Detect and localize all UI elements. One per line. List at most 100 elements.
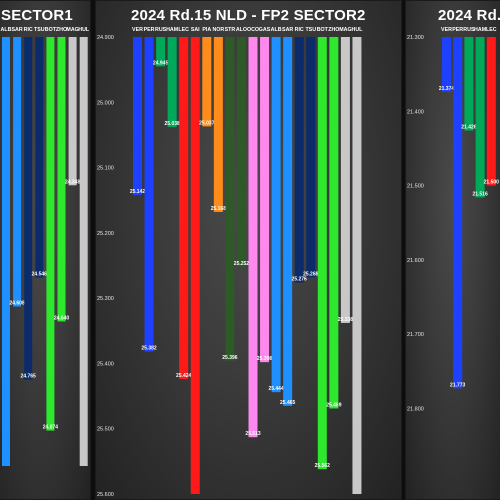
category-label-bot: BOT: [317, 27, 329, 33]
bar-ham: [167, 37, 177, 128]
data-label-tsu: 24.546: [32, 272, 48, 278]
bar-hul: [352, 37, 362, 494]
category-label-ric: RIC: [295, 27, 304, 33]
data-label-mag: 25.338: [338, 317, 354, 323]
data-label-alb: 25.444: [268, 386, 284, 392]
bar-lec: [486, 37, 496, 186]
data-label-lec: 25.424: [176, 373, 192, 379]
category-label-alb: ALB: [1, 27, 12, 33]
category-label-tsu: TSU: [34, 27, 45, 33]
y-tick-label: 21.800: [407, 406, 424, 412]
panel-title: 2024 Rd.15 NLD - FP2 SECTOR2: [131, 7, 366, 24]
sector1-panel: SECTOR1 ALB SAR 24.608 RIC 24.765 TSU 24.546 BO…: [0, 0, 91, 500]
y-tick-label: 21.500: [407, 184, 424, 190]
y-tick-label: 25.100: [97, 166, 114, 172]
data-label-per: 25.382: [141, 346, 157, 352]
data-label-lec: 21.500: [484, 180, 500, 186]
category-label-sai: SAI: [191, 27, 200, 33]
category-label-mag: MAG: [339, 27, 351, 33]
data-label-ric: 24.765: [21, 374, 37, 380]
data-label-ham: 21.516: [472, 191, 488, 197]
bar-mag: [340, 37, 350, 323]
bar-ric: [24, 37, 33, 380]
data-label-zho: 25.469: [326, 402, 342, 408]
bar-sar: [283, 37, 293, 406]
panel-title: SECTOR1: [1, 7, 73, 24]
data-label-str: 25.396: [222, 355, 238, 361]
bar-str: [225, 37, 235, 361]
data-label-tsu: 25.268: [303, 271, 319, 277]
category-label-per: PER: [452, 27, 463, 33]
bar-alb: [271, 37, 281, 393]
category-label-oco: OCO: [247, 27, 259, 33]
category-label-sar: SAR: [12, 27, 23, 33]
bar-per: [453, 37, 463, 389]
category-label-ver: VER: [441, 27, 452, 33]
data-label-sar: 24.608: [9, 301, 25, 307]
bar-bot: [46, 37, 55, 431]
category-label-hul: HUL: [78, 27, 90, 33]
category-label-alo: ALO: [236, 27, 247, 33]
category-label-ham: HAM: [166, 27, 179, 33]
bar-zho: [329, 37, 339, 409]
data-label-zho: 24.640: [54, 315, 70, 321]
bar-hul: [79, 37, 88, 466]
data-label-ver: 21.374: [439, 86, 455, 92]
category-label-nor: NOR: [212, 27, 224, 33]
category-label-pia: PIA: [202, 27, 211, 33]
category-label-str: STR: [225, 27, 236, 33]
bar-zho: [57, 37, 66, 322]
bar-tsu: [306, 37, 316, 278]
category-label-alb: ALB: [271, 27, 282, 33]
chart-svg: 21.300 21.400 21.500 21.600 21.700 21.800 VER 2…: [407, 27, 500, 412]
bar-rus: [464, 37, 474, 131]
data-label-ham: 25.038: [165, 121, 181, 127]
y-tick-label: 25.300: [97, 296, 114, 302]
category-label-ver: VER: [132, 27, 143, 33]
data-label-oco: 25.513: [245, 431, 261, 437]
category-label-bot: BOT: [45, 27, 57, 33]
bar-lec: [179, 37, 189, 380]
data-label-sar: 25.465: [280, 400, 296, 406]
bar-pia: [202, 37, 212, 127]
bar-gas: [260, 37, 270, 363]
bar-alo: [236, 37, 246, 267]
bar-ham: [475, 37, 485, 198]
category-label-ham: HAM: [474, 27, 487, 33]
sector3-panel: 2024 Rd.1 21.300 21.400 21.500 21.600 21.700…: [405, 0, 500, 500]
y-tick-label: 21.600: [407, 258, 424, 264]
data-label-ric: 25.276: [292, 276, 308, 282]
y-tick-label: 21.700: [407, 332, 424, 338]
data-label-ver: 25.142: [130, 189, 146, 195]
bar-ver: [133, 37, 142, 195]
panel-title: 2024 Rd.1: [438, 7, 500, 24]
bar-bot: [317, 37, 327, 470]
bar-mag: [68, 37, 77, 186]
bar-nor: [213, 37, 223, 212]
data-label-bot: 24.874: [43, 425, 59, 431]
category-label-zho: ZHO: [328, 27, 339, 33]
data-label-rus: 21.426: [461, 125, 477, 131]
category-label-lec: LEC: [178, 27, 189, 33]
category-label-lec: LEC: [486, 27, 497, 33]
category-label-rus: RUS: [155, 27, 167, 33]
category-label-tsu: TSU: [305, 27, 316, 33]
category-label-mag: MAG: [66, 27, 78, 33]
category-label-zho: ZHO: [56, 27, 67, 33]
data-label-pia: 25.037: [199, 120, 215, 126]
bar-per: [144, 37, 154, 352]
sector2-panel: 2024 Rd.15 NLD - FP2 SECTOR2 24.900 25.00…: [95, 0, 402, 500]
data-label-nor: 25.168: [211, 206, 227, 212]
category-label-sar: SAR: [282, 27, 293, 33]
bar-rus: [156, 37, 166, 67]
y-tick-label: 25.600: [97, 492, 114, 498]
y-tick-label: 24.900: [97, 35, 114, 41]
bar-ric: [294, 37, 304, 283]
data-label-mag: 24.348: [65, 179, 81, 185]
y-tick-label: 21.300: [407, 35, 424, 41]
category-label-rus: RUS: [463, 27, 475, 33]
data-label-alo: 25.252: [234, 261, 250, 267]
bar-ver: [442, 37, 451, 92]
chart-svg: 24.900 25.000 25.100 25.200 25.300 25.400 25.5…: [97, 27, 363, 498]
